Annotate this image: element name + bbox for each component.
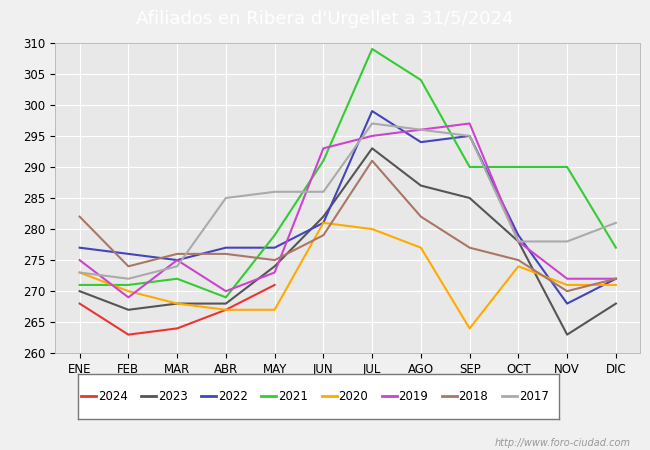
Text: 2018: 2018 bbox=[459, 390, 488, 402]
Text: 2019: 2019 bbox=[398, 390, 428, 402]
Text: 2024: 2024 bbox=[98, 390, 127, 402]
Text: 2017: 2017 bbox=[519, 390, 549, 402]
Text: http://www.foro-ciudad.com: http://www.foro-ciudad.com bbox=[495, 438, 630, 448]
Text: Afiliados en Ribera d'Urgellet a 31/5/2024: Afiliados en Ribera d'Urgellet a 31/5/20… bbox=[136, 10, 514, 28]
Text: 2022: 2022 bbox=[218, 390, 248, 402]
Text: 2021: 2021 bbox=[278, 390, 308, 402]
Text: 2023: 2023 bbox=[158, 390, 188, 402]
Text: 2020: 2020 bbox=[339, 390, 368, 402]
